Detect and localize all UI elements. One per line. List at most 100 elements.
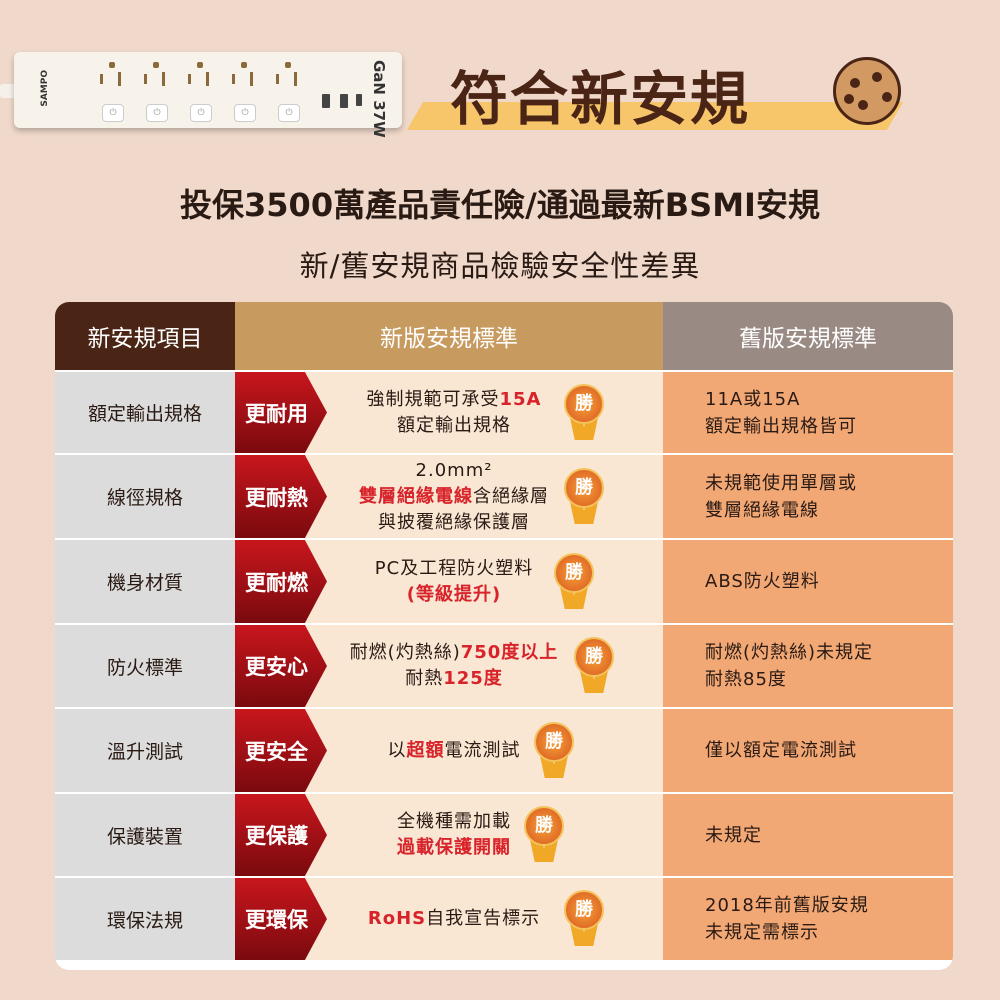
- medal-label: 勝: [534, 721, 574, 762]
- old-standard-line: 2018年前舊版安規: [705, 895, 869, 916]
- table-row: 溫升測試 更安全 以超額電流測試 勝 僅以額定電流測試: [55, 707, 953, 792]
- advantage-tag: 更耐用: [235, 372, 327, 453]
- advantage-tag: 更耐熱: [235, 455, 327, 538]
- text-segment: 額定輸出規格: [397, 414, 511, 436]
- old-standard-line: 僅以額定電流測試: [705, 740, 857, 761]
- old-standard-line: 額定輸出規格皆可: [705, 415, 857, 437]
- text-segment: 電流測試: [444, 739, 521, 761]
- highlight-text: RoHS: [367, 908, 427, 929]
- highlight-text: 超額: [406, 739, 445, 761]
- new-standard-cell: 更安心 耐燃(灼熱絲)750度以上 耐熱125度 勝: [235, 625, 663, 707]
- old-standard-cell: 耐燃(灼熱絲)未規定 耐熱85度: [663, 625, 953, 707]
- usb-port-icon: [356, 94, 362, 106]
- text-segment: 含絕緣層: [473, 485, 549, 507]
- header-new: 新版安規標準: [235, 302, 663, 370]
- item-name: 環保法規: [55, 878, 235, 960]
- outlet-switch-button[interactable]: ⏻: [146, 104, 168, 122]
- advantage-tag: 更耐燃: [235, 540, 327, 623]
- outlet-switch-button[interactable]: ⏻: [190, 104, 212, 122]
- table-row: 線徑規格 更耐熱 2.0mm² 雙層絕緣電線含絕緣層 與披覆絕緣保護層 勝 未規範使…: [55, 453, 953, 538]
- win-medal-icon: 勝: [564, 890, 604, 948]
- win-medal-icon: 勝: [574, 637, 614, 695]
- headline: 符合新安規: [450, 65, 751, 133]
- new-standard-cell: 更安全 以超額電流測試 勝: [235, 709, 663, 792]
- old-standard-line: 未規範使用單層或: [705, 472, 857, 494]
- item-name: 額定輸出規格: [55, 372, 235, 453]
- medal-label: 勝: [524, 806, 564, 846]
- highlight-text: 過載保護開關: [397, 837, 511, 858]
- new-standard-cell: 更耐用 強制規範可承受15A 額定輸出規格 勝: [235, 372, 663, 453]
- text-segment: 以: [387, 739, 407, 761]
- highlight-text: 125度: [443, 668, 503, 689]
- medal-label: 勝: [564, 467, 604, 508]
- table-row: 防火標準 更安心 耐燃(灼熱絲)750度以上 耐熱125度 勝 耐燃(灼熱絲)未規…: [55, 623, 953, 707]
- old-standard-cell: ABS防火塑料: [663, 540, 953, 623]
- old-standard-line: 未規定需標示: [705, 922, 819, 943]
- old-standard-line: 耐燃(灼熱絲)未規定: [705, 642, 874, 663]
- table-row: 保護裝置 更保護 全機種需加載 過載保護開關 勝 未規定: [55, 792, 953, 876]
- usb-port-icon: [340, 94, 348, 108]
- comparison-title: 新/舊安規商品檢驗安全性差異: [299, 249, 701, 283]
- advantage-tag: 更安心: [235, 625, 327, 707]
- usb-port-icon: [322, 94, 330, 108]
- table-row: 環保法規 更環保 RoHS自我宣告標示 勝 2018年前舊版安規 未規定需標示: [55, 876, 953, 960]
- new-standard-text: PC及工程防火塑料 (等級提升): [335, 556, 573, 608]
- advantage-tag: 更環保: [235, 878, 327, 960]
- medal-label: 勝: [564, 383, 604, 424]
- watt-label: GaN 37W: [370, 60, 388, 138]
- text-segment: 全機種需加載: [397, 811, 511, 832]
- item-name: 線徑規格: [55, 455, 235, 538]
- old-standard-cell: 僅以額定電流測試: [663, 709, 953, 792]
- old-standard-line: 11A或15A: [705, 388, 801, 410]
- item-name: 防火標準: [55, 625, 235, 707]
- win-medal-icon: 勝: [534, 721, 574, 780]
- new-standard-cell: 更耐熱 2.0mm² 雙層絕緣電線含絕緣層與披覆絕緣保護層 勝: [235, 455, 663, 538]
- old-standard-cell: 未規範使用單層或 雙層絕緣電線: [663, 455, 953, 538]
- outlet-icon: [96, 62, 130, 90]
- new-standard-text: RoHS自我宣告標示: [335, 906, 573, 932]
- subtitle: 投保3500萬產品責任險/通過最新BSMI安規: [180, 186, 820, 224]
- medal-label: 勝: [574, 637, 614, 677]
- old-standard-cell: 11A或15A 額定輸出規格皆可: [663, 372, 953, 453]
- table-row: 額定輸出規格 更耐用 強制規範可承受15A 額定輸出規格 勝 11A或15A 額定輸…: [55, 370, 953, 453]
- old-standard-line: 未規定: [705, 824, 762, 846]
- outlet-icon: [228, 62, 262, 90]
- outlet-icon: [272, 62, 306, 90]
- win-medal-icon: 勝: [564, 383, 604, 442]
- advantage-tag: 更安全: [235, 709, 327, 792]
- medal-label: 勝: [554, 552, 594, 593]
- old-standard-cell: 2018年前舊版安規 未規定需標示: [663, 878, 953, 960]
- advantage-tag: 更保護: [235, 794, 327, 876]
- old-standard-cell: 未規定: [663, 794, 953, 876]
- new-standard-text: 強制規範可承受15A 額定輸出規格: [335, 387, 573, 439]
- highlight-text: 雙層絕緣電線: [359, 485, 473, 507]
- new-standard-text: 以超額電流測試: [335, 738, 573, 764]
- old-standard-line: 耐熱85度: [705, 669, 787, 690]
- text-segment: 耐熱: [405, 668, 444, 689]
- cookie-icon: [833, 57, 901, 125]
- text-segment: 自我宣告標示: [426, 908, 541, 929]
- comparison-table: 新安規項目 新版安規標準 舊版安規標準 額定輸出規格 更耐用 強制規範可承受15…: [55, 302, 953, 970]
- new-standard-cell: 更保護 全機種需加載 過載保護開關 勝: [235, 794, 663, 876]
- outlet-switch-button[interactable]: ⏻: [278, 104, 300, 122]
- table-header: 新安規項目 新版安規標準 舊版安規標準: [55, 302, 953, 370]
- win-medal-icon: 勝: [564, 467, 604, 526]
- new-standard-text: 全機種需加載 過載保護開關: [335, 809, 573, 861]
- win-medal-icon: 勝: [524, 806, 564, 864]
- item-name: 保護裝置: [55, 794, 235, 876]
- highlight-text: 15A: [499, 388, 542, 410]
- text-segment: 強制規範可承受: [366, 388, 500, 410]
- highlight-text: (等級提升): [406, 583, 502, 605]
- item-name: 機身材質: [55, 540, 235, 623]
- outlet-switch-button[interactable]: ⏻: [102, 104, 124, 122]
- old-standard-line: 雙層絕緣電線: [705, 499, 819, 521]
- table-row: 機身材質 更耐燃 PC及工程防火塑料 (等級提升) 勝 ABS防火塑料: [55, 538, 953, 623]
- new-standard-cell: 更耐燃 PC及工程防火塑料 (等級提升) 勝: [235, 540, 663, 623]
- brand-logo: SAMPO: [40, 70, 50, 107]
- outlet-switch-button[interactable]: ⏻: [234, 104, 256, 122]
- text-segment: 2.0mm²: [415, 459, 493, 481]
- text-segment: 與披覆絕緣保護層: [378, 511, 530, 533]
- win-medal-icon: 勝: [554, 552, 594, 611]
- header-old: 舊版安規標準: [663, 302, 953, 370]
- new-standard-text: 耐燃(灼熱絲)750度以上 耐熱125度: [335, 640, 573, 692]
